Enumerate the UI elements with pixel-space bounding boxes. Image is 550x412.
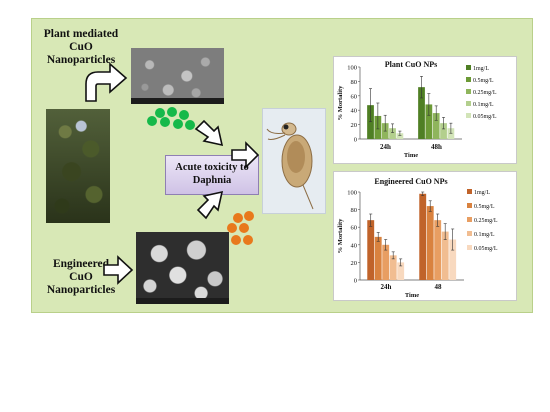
y-tick-label: 100: [347, 190, 357, 197]
legend-label: 0.25mg/L: [473, 90, 497, 96]
y-axis-label: % Mortality: [337, 85, 344, 121]
plant-label-line-1: Plant mediated: [43, 28, 119, 40]
legend-swatch: [467, 203, 472, 208]
plant-cuo-chart-svg: Plant CuO NPs 0 20 40 60 80 100 % Mortality 24h 4…: [337, 60, 497, 159]
engineered-label-line-3: Nanoparticles: [46, 284, 116, 297]
daphnia-photo: [262, 108, 326, 214]
bar: [367, 220, 375, 280]
x-tick-label: 48h: [431, 143, 442, 151]
plant-cuo-sem-image: [131, 48, 224, 104]
legend-swatch: [467, 189, 472, 194]
legend-swatch: [466, 113, 471, 118]
legend-label: 0.5mg/L: [473, 78, 494, 84]
legend-swatch: [466, 77, 471, 82]
legend-swatch: [466, 89, 471, 94]
legend-swatch: [466, 101, 471, 106]
legend-swatch: [467, 245, 472, 250]
bar: [425, 104, 433, 139]
plant-label-line-3: Nanoparticles: [46, 54, 116, 67]
hollow-curved-arrow-icon: [85, 62, 128, 102]
legend-label: 0.05mg/L: [473, 114, 497, 120]
y-tick-label: 40: [351, 108, 358, 115]
plant-cuo-chart: Plant CuO NPs 0 20 40 60 80 100 % Mortality 24h 4…: [333, 56, 517, 164]
bar: [389, 255, 397, 280]
x-axis-label: Time: [405, 292, 419, 299]
bar: [441, 231, 449, 280]
legend-label: 1mg/L: [473, 66, 489, 72]
y-tick-label: 80: [351, 207, 358, 214]
legend-label: 0.05mg/L: [474, 246, 498, 252]
toxicity-label-line-2: Daphnia: [192, 175, 232, 186]
x-tick-label: 24h: [380, 143, 391, 151]
legend-label: 0.25mg/L: [474, 218, 498, 224]
y-tick-label: 60: [351, 93, 358, 100]
bar: [382, 244, 390, 280]
hollow-right-arrow-icon: [103, 255, 134, 285]
engineered-label-line-2: CuO: [69, 271, 93, 284]
y-axis-label: % Mortality: [337, 218, 344, 254]
bar: [389, 128, 396, 139]
y-tick-label: 80: [351, 79, 358, 86]
legend-swatch: [467, 231, 472, 236]
bar: [374, 236, 382, 280]
green-nanoparticle-dots: [147, 107, 195, 130]
engineered-sem-scale-bar: [136, 298, 229, 304]
plant-label-line-2: CuO: [69, 41, 93, 54]
plant-cuo-label: Plant mediated CuO Nanoparticles: [33, 28, 129, 68]
x-tick-label: 24h: [381, 283, 392, 291]
x-tick-label: 48: [435, 283, 443, 291]
plant-photo: [46, 109, 110, 223]
legend-swatch: [467, 217, 472, 222]
hollow-diagonal-arrow-icon: [194, 119, 224, 147]
engineered-cuo-chart-svg: Engineered CuO NPs 0 20 40 60 80 100 % Mortalit…: [337, 177, 498, 299]
chart-title: Plant CuO NPs: [385, 60, 437, 69]
engineered-label-line-1: Engineered: [52, 258, 109, 270]
orange-nanoparticle-dots: [227, 211, 254, 245]
bar: [447, 128, 455, 139]
y-tick-label: 0: [354, 278, 357, 285]
y-tick-label: 100: [347, 65, 357, 72]
engineered-cuo-chart: Engineered CuO NPs 0 20 40 60 80 100 % Mortalit…: [333, 171, 517, 301]
hollow-right-arrow-icon: [231, 141, 260, 169]
bar: [426, 206, 434, 280]
engineered-cuo-sem-image: [136, 232, 229, 304]
bar: [440, 123, 447, 139]
bar: [367, 105, 374, 139]
y-tick-label: 60: [351, 225, 358, 232]
bar: [418, 87, 425, 139]
x-axis-label: Time: [404, 152, 418, 159]
legend-label: 1mg/L: [474, 190, 490, 196]
chart-title: Engineered CuO NPs: [374, 177, 447, 186]
toxicity-label-line-1: Acute toxicity to: [175, 162, 249, 174]
y-tick-label: 20: [351, 260, 358, 267]
bar: [434, 220, 442, 280]
legend-label: 0.5mg/L: [474, 204, 495, 210]
hollow-diagonal-arrow-icon: [196, 190, 224, 220]
bar: [396, 133, 404, 139]
bar: [449, 239, 457, 280]
y-tick-label: 20: [351, 122, 358, 129]
engineered-cuo-label: Engineered CuO Nanoparticles: [38, 258, 124, 298]
y-tick-label: 40: [351, 242, 358, 249]
bar: [432, 113, 440, 139]
daphnia-icon: [266, 122, 314, 210]
bar: [397, 262, 405, 280]
bar: [419, 193, 427, 280]
y-tick-label: 0: [354, 137, 357, 144]
plant-sem-scale-bar: [131, 98, 224, 104]
legend-label: 0.1mg/L: [474, 232, 495, 238]
legend-label: 0.1mg/L: [473, 102, 494, 108]
legend-swatch: [466, 65, 471, 70]
